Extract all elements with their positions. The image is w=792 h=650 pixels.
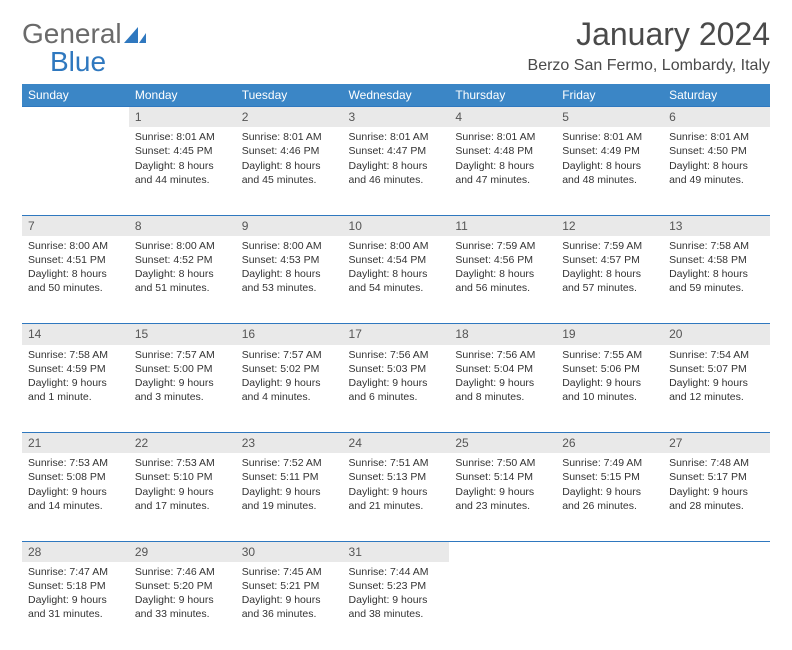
day-content-cell: Sunrise: 7:54 AMSunset: 5:07 PMDaylight:…	[663, 345, 770, 433]
day-number-cell	[22, 107, 129, 128]
day-number-cell: 13	[663, 215, 770, 236]
day-content-cell: Sunrise: 8:00 AMSunset: 4:52 PMDaylight:…	[129, 236, 236, 324]
logo-text-2: Blue	[50, 46, 106, 77]
day-number-cell: 5	[556, 107, 663, 128]
weekday-header: Sunday	[22, 84, 129, 107]
month-title: January 2024	[528, 16, 770, 53]
day-number-cell: 14	[22, 324, 129, 345]
day-number-cell: 28	[22, 541, 129, 562]
day-content-cell: Sunrise: 8:01 AMSunset: 4:50 PMDaylight:…	[663, 127, 770, 215]
day-number-row: 123456	[22, 107, 770, 128]
day-content-cell: Sunrise: 8:00 AMSunset: 4:51 PMDaylight:…	[22, 236, 129, 324]
day-content-cell: Sunrise: 7:56 AMSunset: 5:03 PMDaylight:…	[343, 345, 450, 433]
day-number-cell: 16	[236, 324, 343, 345]
logo-text-1: General	[22, 18, 122, 49]
day-number-cell: 26	[556, 433, 663, 454]
day-number-cell: 31	[343, 541, 450, 562]
day-number-cell: 12	[556, 215, 663, 236]
day-content-cell	[449, 562, 556, 650]
day-number-cell: 3	[343, 107, 450, 128]
day-content-cell	[556, 562, 663, 650]
day-content-cell: Sunrise: 8:01 AMSunset: 4:46 PMDaylight:…	[236, 127, 343, 215]
weekday-header: Thursday	[449, 84, 556, 107]
day-number-cell: 20	[663, 324, 770, 345]
day-number-cell	[663, 541, 770, 562]
day-content-cell: Sunrise: 7:44 AMSunset: 5:23 PMDaylight:…	[343, 562, 450, 650]
day-number-cell: 21	[22, 433, 129, 454]
day-content-cell: Sunrise: 7:56 AMSunset: 5:04 PMDaylight:…	[449, 345, 556, 433]
day-number-cell: 29	[129, 541, 236, 562]
day-number-cell: 11	[449, 215, 556, 236]
logo-sail-icon	[124, 25, 146, 48]
location: Berzo San Fermo, Lombardy, Italy	[528, 57, 770, 75]
day-content-cell: Sunrise: 8:00 AMSunset: 4:53 PMDaylight:…	[236, 236, 343, 324]
day-content-cell: Sunrise: 7:49 AMSunset: 5:15 PMDaylight:…	[556, 453, 663, 541]
weekday-header: Monday	[129, 84, 236, 107]
day-number-cell: 4	[449, 107, 556, 128]
day-content-cell: Sunrise: 8:01 AMSunset: 4:47 PMDaylight:…	[343, 127, 450, 215]
day-content-row: Sunrise: 7:53 AMSunset: 5:08 PMDaylight:…	[22, 453, 770, 541]
day-content-cell	[22, 127, 129, 215]
header: General Blue January 2024 Berzo San Ferm…	[22, 16, 770, 76]
day-number-cell: 27	[663, 433, 770, 454]
day-content-cell: Sunrise: 8:01 AMSunset: 4:45 PMDaylight:…	[129, 127, 236, 215]
weekday-header: Wednesday	[343, 84, 450, 107]
day-content-cell: Sunrise: 7:59 AMSunset: 4:56 PMDaylight:…	[449, 236, 556, 324]
day-content-cell: Sunrise: 7:50 AMSunset: 5:14 PMDaylight:…	[449, 453, 556, 541]
day-content-cell: Sunrise: 7:58 AMSunset: 4:59 PMDaylight:…	[22, 345, 129, 433]
day-number-cell: 15	[129, 324, 236, 345]
day-number-cell: 9	[236, 215, 343, 236]
day-content-cell: Sunrise: 7:48 AMSunset: 5:17 PMDaylight:…	[663, 453, 770, 541]
day-number-cell: 24	[343, 433, 450, 454]
day-number-cell: 30	[236, 541, 343, 562]
day-content-row: Sunrise: 7:58 AMSunset: 4:59 PMDaylight:…	[22, 345, 770, 433]
day-content-cell: Sunrise: 7:55 AMSunset: 5:06 PMDaylight:…	[556, 345, 663, 433]
day-content-cell: Sunrise: 7:59 AMSunset: 4:57 PMDaylight:…	[556, 236, 663, 324]
weekday-header: Friday	[556, 84, 663, 107]
weekday-header-row: SundayMondayTuesdayWednesdayThursdayFrid…	[22, 84, 770, 107]
title-block: January 2024 Berzo San Fermo, Lombardy, …	[528, 16, 770, 75]
day-content-cell: Sunrise: 7:52 AMSunset: 5:11 PMDaylight:…	[236, 453, 343, 541]
day-number-cell: 10	[343, 215, 450, 236]
day-number-cell: 2	[236, 107, 343, 128]
day-number-row: 28293031	[22, 541, 770, 562]
calendar-table: SundayMondayTuesdayWednesdayThursdayFrid…	[22, 84, 770, 650]
day-content-cell: Sunrise: 7:58 AMSunset: 4:58 PMDaylight:…	[663, 236, 770, 324]
day-number-row: 21222324252627	[22, 433, 770, 454]
logo: General Blue	[22, 20, 146, 76]
weekday-header: Tuesday	[236, 84, 343, 107]
day-content-cell: Sunrise: 8:01 AMSunset: 4:48 PMDaylight:…	[449, 127, 556, 215]
day-number-cell: 8	[129, 215, 236, 236]
day-number-cell: 19	[556, 324, 663, 345]
day-number-cell: 23	[236, 433, 343, 454]
day-content-cell: Sunrise: 7:53 AMSunset: 5:08 PMDaylight:…	[22, 453, 129, 541]
day-number-cell	[449, 541, 556, 562]
day-content-cell: Sunrise: 7:45 AMSunset: 5:21 PMDaylight:…	[236, 562, 343, 650]
day-number-cell: 1	[129, 107, 236, 128]
day-content-cell: Sunrise: 7:46 AMSunset: 5:20 PMDaylight:…	[129, 562, 236, 650]
day-number-cell: 6	[663, 107, 770, 128]
day-number-row: 78910111213	[22, 215, 770, 236]
day-content-cell: Sunrise: 7:57 AMSunset: 5:00 PMDaylight:…	[129, 345, 236, 433]
day-number-cell: 25	[449, 433, 556, 454]
day-content-cell: Sunrise: 7:51 AMSunset: 5:13 PMDaylight:…	[343, 453, 450, 541]
day-content-cell	[663, 562, 770, 650]
day-content-cell: Sunrise: 8:01 AMSunset: 4:49 PMDaylight:…	[556, 127, 663, 215]
day-content-row: Sunrise: 8:01 AMSunset: 4:45 PMDaylight:…	[22, 127, 770, 215]
day-number-row: 14151617181920	[22, 324, 770, 345]
day-content-cell: Sunrise: 7:47 AMSunset: 5:18 PMDaylight:…	[22, 562, 129, 650]
day-number-cell: 7	[22, 215, 129, 236]
day-content-row: Sunrise: 8:00 AMSunset: 4:51 PMDaylight:…	[22, 236, 770, 324]
day-number-cell	[556, 541, 663, 562]
day-number-cell: 17	[343, 324, 450, 345]
day-number-cell: 22	[129, 433, 236, 454]
day-content-cell: Sunrise: 7:53 AMSunset: 5:10 PMDaylight:…	[129, 453, 236, 541]
day-content-cell: Sunrise: 8:00 AMSunset: 4:54 PMDaylight:…	[343, 236, 450, 324]
day-number-cell: 18	[449, 324, 556, 345]
day-content-cell: Sunrise: 7:57 AMSunset: 5:02 PMDaylight:…	[236, 345, 343, 433]
weekday-header: Saturday	[663, 84, 770, 107]
day-content-row: Sunrise: 7:47 AMSunset: 5:18 PMDaylight:…	[22, 562, 770, 650]
